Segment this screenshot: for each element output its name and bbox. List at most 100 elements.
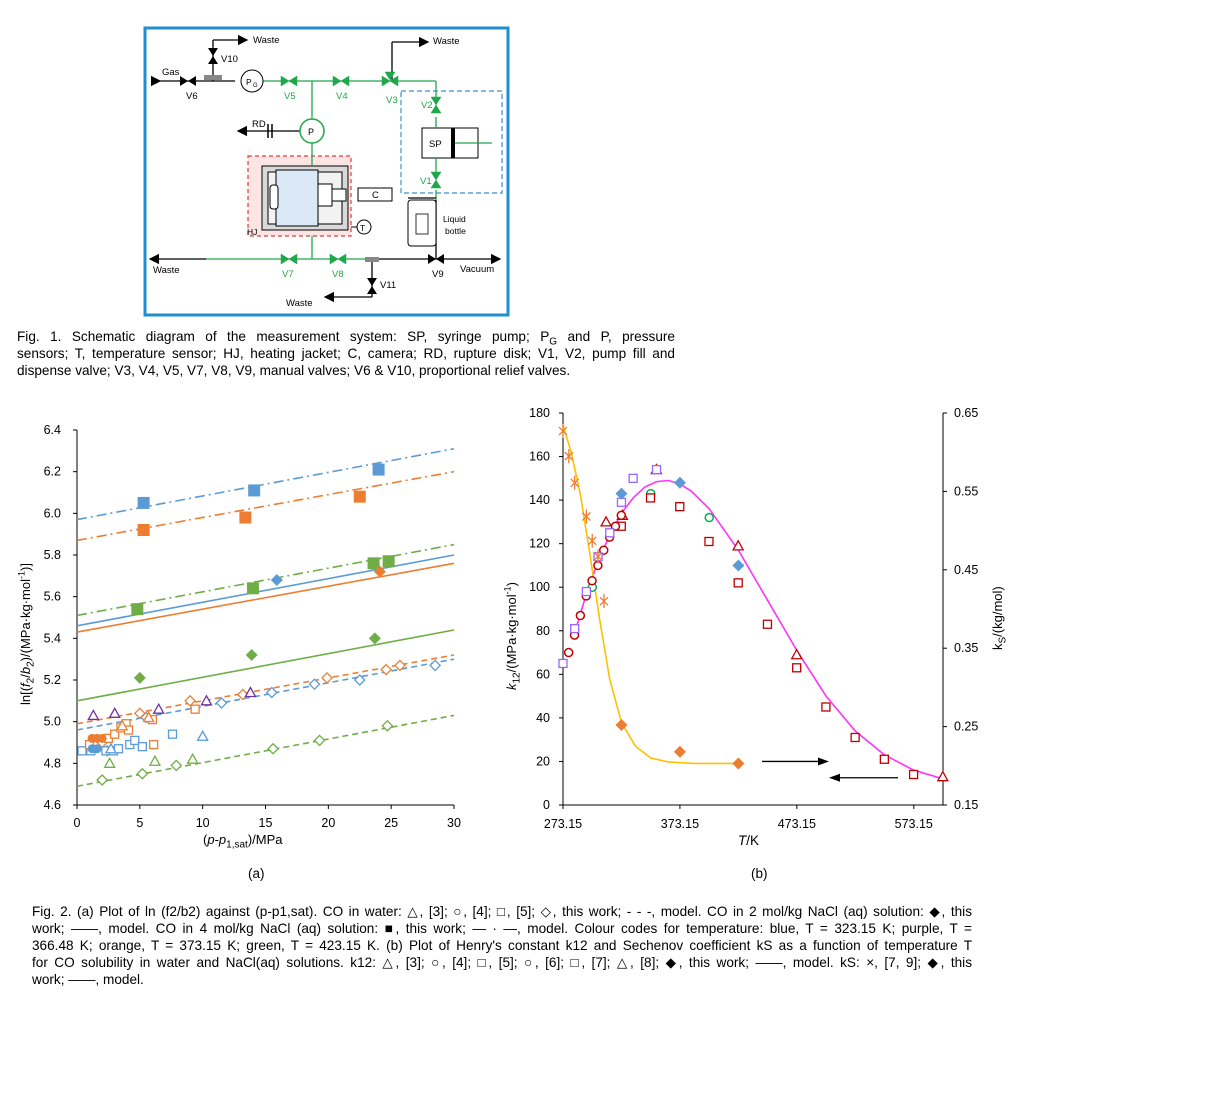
data-point-open-triangle-purple [244,686,257,698]
label-pg-sub: G [253,83,258,89]
data-point-filled-circle-blue [92,744,102,754]
data-point-cross-orange [587,533,597,548]
label-v9: V9 [432,269,444,280]
model-line-dashdot-blue [76,447,455,521]
model-curve-kS [562,424,739,765]
label-v8: V8 [332,269,344,280]
data-point-open-triangle-red [936,770,949,782]
label-t: T [360,223,365,233]
data-point-cross-orange [564,449,574,464]
chart-a: 4.6 4.8 5.0 5.2 5.4 5.6 5.8 6.0 6.2 6.4 0 5 10 15 20 25… [44,423,461,830]
y-tick-label: 5.4 [44,631,61,645]
data-point-open-triangle-purple [108,706,121,718]
y2-tick-label: 0.25 [954,720,978,734]
data-point-filled-diamond-blue [732,559,745,572]
y-tick-label: 0 [543,798,550,812]
data-point-filled-diamond-green [368,632,381,645]
y-tick-label: 4.8 [44,756,61,770]
label-liquid: Liquid [443,214,466,224]
data-point-open-square-blue [137,742,147,752]
data-point-open-triangle-red [790,648,803,660]
label-vacuum: Vacuum [460,264,494,275]
data-point-filled-diamond-orange [673,745,686,758]
data-point-filled-diamond-orange [732,757,745,770]
model-line-solid-blue [76,554,455,627]
y-tick-label: 80 [536,624,550,638]
schematic-frame [143,26,510,317]
label-pg: P [246,77,252,87]
data-point-open-triangle-blue [104,742,118,754]
y-tick-label: 5.2 [44,673,61,687]
y-tick-label: 100 [529,580,550,594]
model-line-dashed-blue [76,658,455,731]
data-point-filled-diamond-green [133,671,146,684]
data-point-open-square-purple [558,658,568,669]
data-point-filled-square-orange [353,490,366,503]
data-point-filled-square-green [382,555,395,568]
data-point-cross-orange [558,424,568,439]
data-point-open-square-red [645,493,656,503]
x-tick-label: 15 [259,816,273,830]
axis-arrow-left-head [829,773,840,782]
data-point-open-diamond-blue [308,678,321,691]
y-tick-label: 5.0 [44,715,61,729]
data-point-open-square-blue [77,746,87,756]
data-point-filled-diamond-orange [373,565,386,578]
data-point-filled-square-green [246,582,259,595]
label-v1: V1 [420,176,432,187]
y-tick-label: 160 [529,450,550,464]
data-point-open-diamond-blue [215,696,228,709]
label-p: P [308,127,314,137]
label-v5: V5 [284,91,296,102]
y-tick-label: 60 [536,667,550,681]
y-tick-label: 6.0 [44,506,61,520]
data-point-open-triangle-orange [142,711,155,723]
data-point-open-diamond-orange [321,671,333,684]
data-point-open-diamond-orange [184,694,197,707]
data-point-open-square-red [675,501,685,512]
data-point-open-diamond-orange [394,659,406,672]
y-tick-label: 120 [529,537,550,551]
data-point-open-square-purple [651,464,662,475]
data-point-filled-diamond-blue [615,487,628,500]
data-point-filled-diamond-green [245,649,258,661]
data-point-open-square-purple [581,586,592,597]
y-tick-label: 40 [536,711,550,725]
view-cell [275,169,319,227]
data-point-open-square-red [762,619,773,629]
model-line-dashdot-orange [76,470,455,542]
x-tick-label: 25 [384,816,398,830]
data-point-filled-square-orange [137,524,150,536]
x-tick-label: 573.15 [895,817,933,831]
fig2-caption-line3: 366.48 K; orange, T = 373.15 K; green, T… [32,938,972,953]
data-point-open-diamond-green [381,719,394,732]
syringe-pump-box [400,90,503,194]
fig1-caption-line3: dispense valve; V3, V4, V5, V7, V8, V9, … [17,363,571,378]
chart-b-panel-label: (b) [751,866,768,881]
fig2-caption-line4: for CO solubility in water and NaCl(aq) … [32,955,972,970]
chart-b-xlabel: T/K [738,833,760,848]
data-point-filled-square-blue [248,484,261,497]
x-tick-label: 273.15 [544,817,582,831]
data-point-open-triangle-purple [87,709,100,721]
model-line-solid-green [76,629,455,702]
y-tick-label: 5.8 [44,548,61,562]
chart-a-xlabel: (p-p1,sat)/MPa [203,832,283,851]
data-point-open-square-orange [110,729,120,739]
data-point-open-circle-red [616,510,627,521]
data-point-open-triangle-red [732,539,745,551]
model-curve-k12 [573,479,944,780]
label-sp: SP [429,139,442,150]
y2-tick-label: 0.15 [954,798,978,812]
data-point-open-diamond-blue [429,659,442,672]
data-point-open-triangle-green [148,754,162,766]
x-tick-label: 0 [74,816,81,830]
label-waste-left: Waste [153,265,180,276]
data-point-open-square-red [704,536,714,547]
label-v2: V2 [421,100,433,111]
data-point-open-diamond-green [313,734,326,747]
data-point-cross-orange [581,509,591,524]
label-rd: RD [252,119,266,130]
fig1-caption-line2: sensors; T, temperature sensor; HJ, heat… [17,346,675,361]
label-c: C [372,190,379,201]
